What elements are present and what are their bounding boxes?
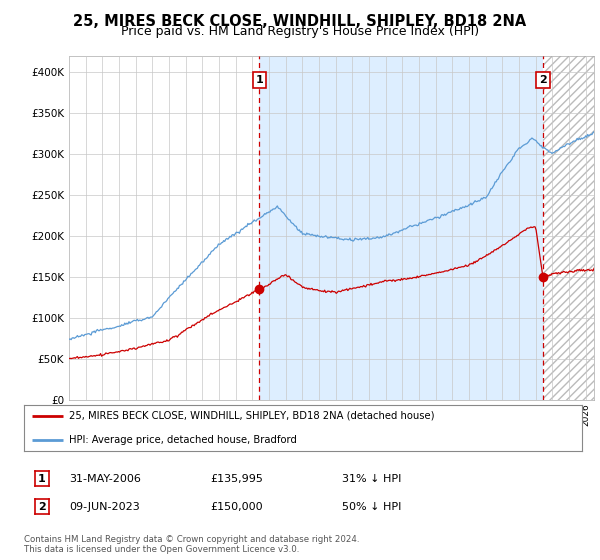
Bar bbox=[543, 56, 594, 400]
Text: 2: 2 bbox=[539, 75, 547, 85]
Text: 31-MAY-2006: 31-MAY-2006 bbox=[69, 474, 141, 484]
Text: Price paid vs. HM Land Registry's House Price Index (HPI): Price paid vs. HM Land Registry's House … bbox=[121, 25, 479, 38]
Text: HPI: Average price, detached house, Bradford: HPI: Average price, detached house, Brad… bbox=[68, 435, 296, 445]
Text: 25, MIRES BECK CLOSE, WINDHILL, SHIPLEY, BD18 2NA: 25, MIRES BECK CLOSE, WINDHILL, SHIPLEY,… bbox=[73, 14, 527, 29]
Text: 2: 2 bbox=[38, 502, 46, 512]
Text: 50% ↓ HPI: 50% ↓ HPI bbox=[342, 502, 401, 512]
Text: £135,995: £135,995 bbox=[210, 474, 263, 484]
Text: 1: 1 bbox=[256, 75, 263, 85]
Text: 31% ↓ HPI: 31% ↓ HPI bbox=[342, 474, 401, 484]
Bar bbox=[259, 56, 543, 400]
Text: 09-JUN-2023: 09-JUN-2023 bbox=[69, 502, 140, 512]
Text: 1: 1 bbox=[38, 474, 46, 484]
Bar bbox=[543, 56, 594, 400]
Text: Contains HM Land Registry data © Crown copyright and database right 2024.
This d: Contains HM Land Registry data © Crown c… bbox=[24, 535, 359, 554]
Text: £150,000: £150,000 bbox=[210, 502, 263, 512]
Text: 25, MIRES BECK CLOSE, WINDHILL, SHIPLEY, BD18 2NA (detached house): 25, MIRES BECK CLOSE, WINDHILL, SHIPLEY,… bbox=[68, 411, 434, 421]
